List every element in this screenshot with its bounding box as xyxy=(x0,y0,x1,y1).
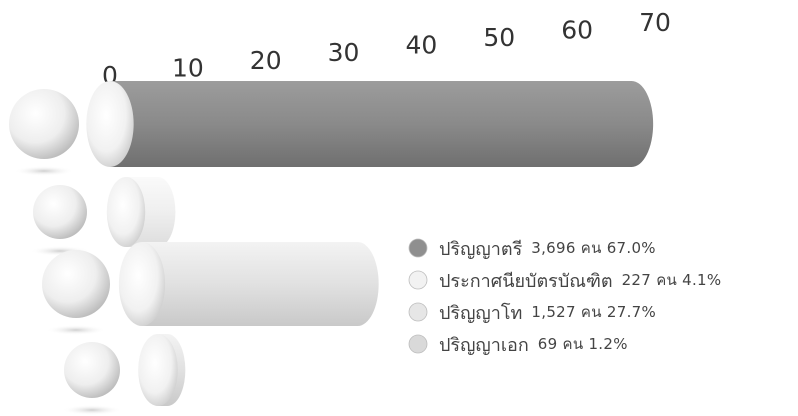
legend-label: ปริญญาเอก xyxy=(439,334,529,356)
x-tick-label: 50 xyxy=(483,23,515,52)
legend-item: ประกาศนียบัตรบัณฑิต 227 คน 4.1% xyxy=(408,264,721,296)
x-tick-label: 20 xyxy=(250,46,282,75)
bar-end-cap xyxy=(118,242,166,326)
x-axis: 0 10 20 30 40 50 60 70 xyxy=(102,8,671,90)
x-tick-label: 10 xyxy=(172,53,204,82)
x-tick-label: 30 xyxy=(328,38,360,67)
legend-figures: 1,527 คน 27.7% xyxy=(531,303,657,321)
sphere-shadow xyxy=(46,325,106,335)
legend: ปริญญาตรี 3,696 คน 67.0% ประกาศนียบัตรบัณฑ… xyxy=(408,232,721,360)
legend-figures: 69 คน 1.2% xyxy=(537,335,628,353)
bar-4 xyxy=(62,334,186,415)
legend-figures: 3,696 คน 67.0% xyxy=(531,239,656,257)
bar-3 xyxy=(42,242,379,335)
sphere-shadow xyxy=(14,166,74,176)
bars xyxy=(9,81,654,415)
legend-label: ปริญญาโท xyxy=(439,302,523,324)
bar-end-cap xyxy=(86,81,134,167)
legend-label: ปริญญาตรี xyxy=(439,238,523,260)
bar-body xyxy=(110,81,654,167)
legend-swatch-icon xyxy=(408,334,428,354)
legend-label: ประกาศนียบัตรบัณฑิต xyxy=(439,270,613,292)
bar-end-cap xyxy=(106,177,146,247)
x-tick-label: 60 xyxy=(561,15,593,44)
sphere-marker xyxy=(64,342,120,398)
sphere-marker xyxy=(9,89,79,159)
x-tick-label: 40 xyxy=(406,31,438,60)
legend-swatch-icon xyxy=(408,302,428,322)
x-tick-label: 70 xyxy=(639,8,671,37)
legend-swatch-icon xyxy=(408,238,428,258)
bar-2 xyxy=(30,177,176,256)
legend-swatch-icon xyxy=(408,270,428,290)
sphere-marker xyxy=(33,185,87,239)
bar-end-cap xyxy=(138,334,178,406)
legend-item: ปริญญาตรี 3,696 คน 67.0% xyxy=(408,232,721,264)
bar-body xyxy=(142,242,379,326)
sphere-marker xyxy=(42,250,110,318)
legend-figures: 227 คน 4.1% xyxy=(621,271,722,289)
legend-item: ปริญญาโท 1,527 คน 27.7% xyxy=(408,296,721,328)
bar-1 xyxy=(9,81,654,176)
legend-item: ปริญญาเอก 69 คน 1.2% xyxy=(408,328,721,360)
sphere-shadow xyxy=(62,405,122,415)
